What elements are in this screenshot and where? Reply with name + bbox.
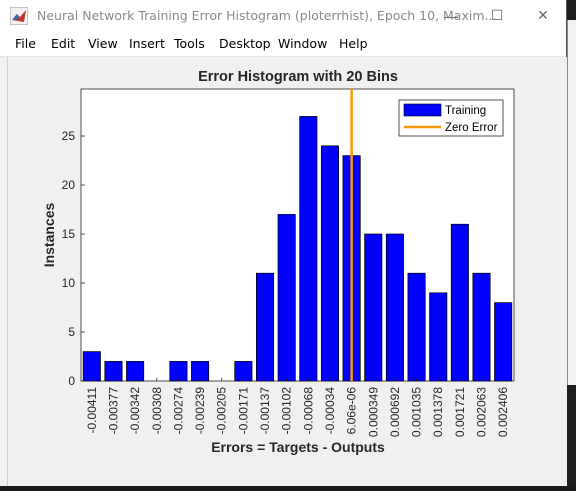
x-tick-label: 0.001721 [453, 387, 467, 437]
histogram-bar [472, 272, 491, 382]
legend[interactable]: Training Zero Error [398, 99, 504, 137]
y-tick-label: 0 [68, 374, 75, 388]
x-tick-label: -0.00239 [193, 387, 207, 435]
minimize-icon: — [444, 7, 458, 24]
histogram-bar [277, 214, 296, 382]
histogram-bar [364, 233, 383, 382]
x-tick-label: 0.000349 [366, 387, 380, 437]
x-tick-label: -0.00377 [106, 387, 120, 435]
maximize-button[interactable]: ☐ [474, 0, 520, 31]
x-tick-label: -0.00068 [301, 387, 315, 435]
menu-view[interactable]: View [88, 36, 118, 51]
x-tick-label: 0.000692 [388, 387, 402, 437]
x-tick-label: -0.00342 [128, 387, 142, 435]
histogram-bar [450, 223, 469, 382]
histogram-bar [494, 302, 513, 382]
matlab-app-icon [10, 7, 28, 25]
histogram-bar [256, 272, 275, 382]
x-tick-label: 0.002406 [496, 387, 510, 437]
x-tick-label: -0.00274 [171, 387, 185, 435]
close-icon: ✕ [537, 7, 549, 23]
maximize-icon: ☐ [490, 7, 504, 23]
y-tick-label: 20 [62, 178, 76, 192]
histogram-bar [385, 233, 404, 382]
x-tick-label: -0.00137 [258, 387, 272, 435]
legend-training-label: Training [445, 105, 486, 117]
title-bar[interactable]: Neural Network Training Error Histogram … [0, 0, 566, 31]
y-tick-label: 25 [62, 129, 76, 143]
window-title: Neural Network Training Error Histogram … [37, 8, 497, 23]
chart-title: Error Histogram with 20 Bins [198, 69, 398, 85]
figure-canvas: Error Histogram with 20 Bins 0 5 10 15 20 25 … [7, 57, 567, 486]
histogram-bar [429, 292, 448, 382]
x-tick-label: 0.002063 [475, 387, 489, 437]
menu-help[interactable]: Help [339, 36, 368, 51]
menu-tools[interactable]: Tools [174, 36, 205, 51]
menu-window[interactable]: Window [278, 36, 328, 51]
x-tick-label: -0.00205 [215, 387, 229, 435]
menu-bar: File Edit View Insert Tools Desktop Wind… [0, 31, 566, 77]
x-axis-label: Errors = Targets - Outputs [211, 439, 385, 455]
x-tick-label: -0.00034 [323, 387, 337, 435]
x-tick-label: 0.001378 [431, 387, 445, 437]
histogram-bar [82, 351, 101, 382]
x-tick-label: 0.001035 [410, 387, 424, 437]
legend-zero-error-label: Zero Error [445, 122, 498, 134]
error-histogram-chart[interactable]: Error Histogram with 20 Bins 0510152025 … [8, 57, 567, 486]
close-button[interactable]: ✕ [520, 0, 566, 31]
menu-desktop[interactable]: Desktop [219, 36, 271, 51]
histogram-bar [320, 145, 339, 382]
menu-file[interactable]: File [15, 36, 36, 51]
y-tick-label: 10 [62, 276, 76, 290]
histogram-bar [407, 272, 426, 382]
menu-insert[interactable]: Insert [129, 36, 165, 51]
y-axis-label: Instances [41, 202, 57, 267]
figure-window: Neural Network Training Error Histogram … [0, 0, 567, 486]
x-tick-label: -0.00102 [280, 387, 294, 435]
background-window-edge [567, 0, 576, 486]
y-tick-label: 15 [62, 227, 76, 241]
x-tick-label: 6.06e-06 [345, 387, 359, 435]
legend-training-swatch [403, 103, 442, 117]
x-tick-label: -0.00411 [85, 387, 99, 434]
x-tick-label: -0.00308 [150, 387, 164, 435]
menu-edit[interactable]: Edit [51, 36, 76, 51]
minimize-button[interactable]: — [428, 0, 474, 31]
background-panel [567, 20, 576, 385]
y-tick-label: 5 [68, 325, 75, 339]
histogram-bar [299, 116, 318, 382]
x-tick-label: -0.00171 [236, 387, 250, 435]
